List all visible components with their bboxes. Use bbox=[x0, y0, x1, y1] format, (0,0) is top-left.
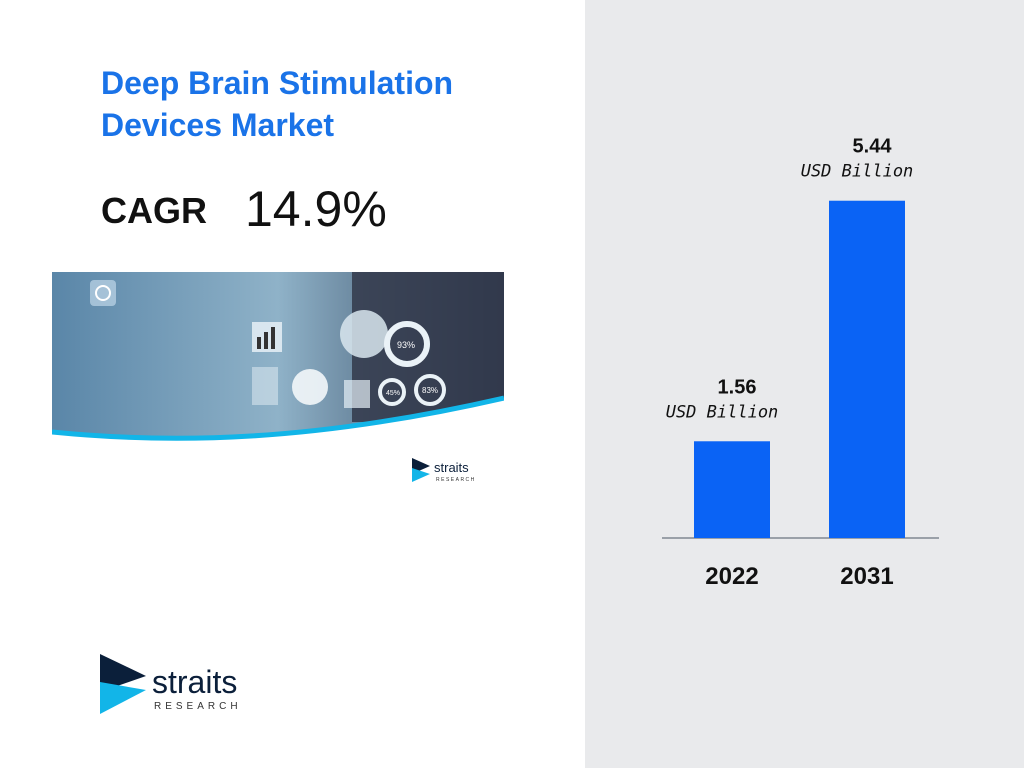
value-label-2031: 5.44 bbox=[853, 136, 893, 158]
pie-chart-icon bbox=[292, 369, 328, 405]
bar-2031 bbox=[829, 200, 905, 538]
hero-image: 93% 45% 83% bbox=[52, 272, 504, 454]
donut-chart-icon: 93% 45% 83% bbox=[378, 321, 446, 406]
gauge-83-label: 83% bbox=[422, 386, 438, 395]
chart-panel-background bbox=[585, 0, 1024, 768]
clock-icon bbox=[90, 280, 116, 306]
svg-text:straits: straits bbox=[152, 664, 237, 700]
gauge-45-label: 45% bbox=[386, 390, 400, 397]
x-tick-label-2022: 2022 bbox=[705, 563, 758, 590]
svg-text:RESEARCH: RESEARCH bbox=[436, 477, 476, 483]
bar-chart-icon bbox=[252, 322, 282, 352]
bar-2022 bbox=[694, 441, 770, 538]
page-title: Deep Brain Stimulation Devices Market bbox=[101, 65, 454, 143]
svg-text:RESEARCH: RESEARCH bbox=[154, 701, 242, 712]
unit-label-2022: USD Billion bbox=[666, 402, 779, 422]
value-label-2022: 1.56 bbox=[718, 376, 757, 398]
svg-text:straits: straits bbox=[434, 460, 469, 475]
x-tick-label-2031: 2031 bbox=[840, 563, 893, 590]
cagr-label: CAGR bbox=[101, 190, 207, 231]
candlestick-icon bbox=[252, 367, 370, 408]
globe-icon bbox=[340, 310, 388, 358]
straits-logo: straits RESEARCH bbox=[100, 652, 260, 714]
straits-logo-small: straits RESEARCH bbox=[412, 456, 482, 484]
unit-label-2031: USD Billion bbox=[801, 162, 914, 182]
market-size-chart: 1.56 USD Billion 2022 5.44 USD Billion 2031 bbox=[585, 0, 1024, 768]
cagr-value: 14.9% bbox=[245, 181, 387, 237]
gauge-93-label: 93% bbox=[397, 340, 415, 350]
